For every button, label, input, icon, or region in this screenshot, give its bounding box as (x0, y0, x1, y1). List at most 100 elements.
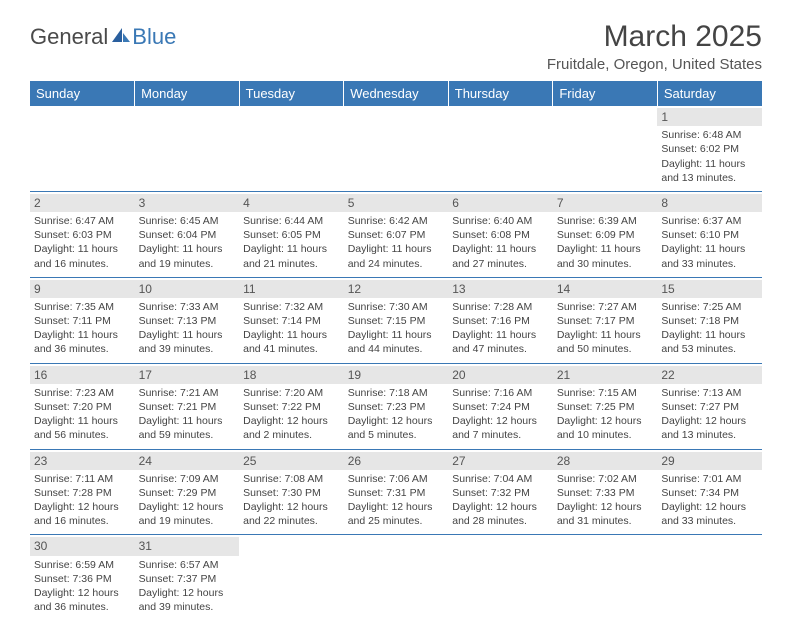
day-number: 26 (344, 452, 449, 470)
day-header: Monday (135, 81, 240, 106)
calendar-day-cell (239, 106, 344, 191)
daylight-line: Daylight: 12 hours and 19 minutes. (139, 500, 236, 528)
calendar-week-row: 1Sunrise: 6:48 AMSunset: 6:02 PMDaylight… (30, 106, 762, 191)
daylight-line: Daylight: 11 hours and 30 minutes. (557, 242, 654, 270)
day-number: 29 (657, 452, 762, 470)
daylight-line: Daylight: 11 hours and 39 minutes. (139, 328, 236, 356)
daylight-line: Daylight: 12 hours and 36 minutes. (34, 586, 131, 614)
daylight-line: Daylight: 11 hours and 27 minutes. (452, 242, 549, 270)
daylight-line: Daylight: 11 hours and 56 minutes. (34, 414, 131, 442)
daylight-line: Daylight: 12 hours and 39 minutes. (139, 586, 236, 614)
calendar-day-cell (135, 106, 240, 191)
sunrise-line: Sunrise: 6:40 AM (452, 214, 549, 228)
sunset-line: Sunset: 7:20 PM (34, 400, 131, 414)
title-block: March 2025 Fruitdale, Oregon, United Sta… (547, 20, 762, 73)
calendar-day-cell: 20Sunrise: 7:16 AMSunset: 7:24 PMDayligh… (448, 363, 553, 449)
calendar-table: SundayMondayTuesdayWednesdayThursdayFrid… (30, 81, 762, 620)
day-number: 31 (135, 537, 240, 555)
day-number: 23 (30, 452, 135, 470)
daylight-line: Daylight: 11 hours and 13 minutes. (661, 157, 758, 185)
daylight-line: Daylight: 11 hours and 44 minutes. (348, 328, 445, 356)
daylight-line: Daylight: 11 hours and 36 minutes. (34, 328, 131, 356)
calendar-day-cell: 3Sunrise: 6:45 AMSunset: 6:04 PMDaylight… (135, 191, 240, 277)
calendar-day-cell: 30Sunrise: 6:59 AMSunset: 7:36 PMDayligh… (30, 535, 135, 620)
day-header: Thursday (448, 81, 553, 106)
day-number: 11 (239, 280, 344, 298)
day-header: Friday (553, 81, 658, 106)
calendar-day-cell: 7Sunrise: 6:39 AMSunset: 6:09 PMDaylight… (553, 191, 658, 277)
daylight-line: Daylight: 11 hours and 41 minutes. (243, 328, 340, 356)
sunrise-line: Sunrise: 7:21 AM (139, 386, 236, 400)
sunrise-line: Sunrise: 7:02 AM (557, 472, 654, 486)
calendar-day-cell: 8Sunrise: 6:37 AMSunset: 6:10 PMDaylight… (657, 191, 762, 277)
calendar-day-cell: 5Sunrise: 6:42 AMSunset: 6:07 PMDaylight… (344, 191, 449, 277)
calendar-day-cell (553, 535, 658, 620)
sunrise-line: Sunrise: 6:37 AM (661, 214, 758, 228)
sail-icon (110, 26, 132, 49)
sunset-line: Sunset: 7:11 PM (34, 314, 131, 328)
sunset-line: Sunset: 7:29 PM (139, 486, 236, 500)
calendar-day-cell: 13Sunrise: 7:28 AMSunset: 7:16 PMDayligh… (448, 277, 553, 363)
day-number: 12 (344, 280, 449, 298)
calendar-day-cell: 9Sunrise: 7:35 AMSunset: 7:11 PMDaylight… (30, 277, 135, 363)
day-number: 16 (30, 366, 135, 384)
calendar-day-cell: 17Sunrise: 7:21 AMSunset: 7:21 PMDayligh… (135, 363, 240, 449)
sunset-line: Sunset: 7:17 PM (557, 314, 654, 328)
day-number: 8 (657, 194, 762, 212)
day-header: Wednesday (344, 81, 449, 106)
calendar-day-cell (344, 535, 449, 620)
day-number: 14 (553, 280, 658, 298)
sunset-line: Sunset: 7:15 PM (348, 314, 445, 328)
logo: General Blue (30, 24, 176, 50)
calendar-header-row: SundayMondayTuesdayWednesdayThursdayFrid… (30, 81, 762, 106)
sunrise-line: Sunrise: 7:23 AM (34, 386, 131, 400)
sunrise-line: Sunrise: 6:48 AM (661, 128, 758, 142)
sunrise-line: Sunrise: 6:44 AM (243, 214, 340, 228)
day-number: 1 (657, 108, 762, 126)
sunset-line: Sunset: 7:32 PM (452, 486, 549, 500)
sunrise-line: Sunrise: 7:30 AM (348, 300, 445, 314)
logo-text-part2: Blue (132, 24, 176, 50)
daylight-line: Daylight: 11 hours and 16 minutes. (34, 242, 131, 270)
day-number: 13 (448, 280, 553, 298)
daylight-line: Daylight: 12 hours and 25 minutes. (348, 500, 445, 528)
day-number: 25 (239, 452, 344, 470)
sunrise-line: Sunrise: 6:57 AM (139, 558, 236, 572)
sunrise-line: Sunrise: 7:27 AM (557, 300, 654, 314)
sunrise-line: Sunrise: 7:15 AM (557, 386, 654, 400)
calendar-day-cell: 25Sunrise: 7:08 AMSunset: 7:30 PMDayligh… (239, 449, 344, 535)
day-number: 15 (657, 280, 762, 298)
sunset-line: Sunset: 7:24 PM (452, 400, 549, 414)
daylight-line: Daylight: 12 hours and 16 minutes. (34, 500, 131, 528)
calendar-day-cell: 6Sunrise: 6:40 AMSunset: 6:08 PMDaylight… (448, 191, 553, 277)
calendar-day-cell: 18Sunrise: 7:20 AMSunset: 7:22 PMDayligh… (239, 363, 344, 449)
sunrise-line: Sunrise: 6:45 AM (139, 214, 236, 228)
daylight-line: Daylight: 11 hours and 21 minutes. (243, 242, 340, 270)
sunrise-line: Sunrise: 7:20 AM (243, 386, 340, 400)
sunrise-line: Sunrise: 7:32 AM (243, 300, 340, 314)
sunset-line: Sunset: 7:18 PM (661, 314, 758, 328)
sunrise-line: Sunrise: 6:39 AM (557, 214, 654, 228)
daylight-line: Daylight: 11 hours and 53 minutes. (661, 328, 758, 356)
sunrise-line: Sunrise: 7:09 AM (139, 472, 236, 486)
sunset-line: Sunset: 6:04 PM (139, 228, 236, 242)
calendar-day-cell: 26Sunrise: 7:06 AMSunset: 7:31 PMDayligh… (344, 449, 449, 535)
calendar-day-cell: 12 Sunrise: 7:30 AMSunset: 7:15 PMDayligh… (344, 277, 449, 363)
page-subtitle: Fruitdale, Oregon, United States (547, 56, 762, 73)
day-number: 9 (30, 280, 135, 298)
daylight-line: Daylight: 12 hours and 10 minutes. (557, 414, 654, 442)
daylight-line: Daylight: 12 hours and 22 minutes. (243, 500, 340, 528)
sunrise-line: Sunrise: 6:42 AM (348, 214, 445, 228)
sunset-line: Sunset: 6:05 PM (243, 228, 340, 242)
sunrise-line: Sunrise: 6:59 AM (34, 558, 131, 572)
daylight-line: Daylight: 11 hours and 47 minutes. (452, 328, 549, 356)
sunrise-line: Sunrise: 7:25 AM (661, 300, 758, 314)
daylight-line: Daylight: 12 hours and 31 minutes. (557, 500, 654, 528)
day-number: 18 (239, 366, 344, 384)
day-number: 24 (135, 452, 240, 470)
sunset-line: Sunset: 7:14 PM (243, 314, 340, 328)
day-number: 22 (657, 366, 762, 384)
day-number: 28 (553, 452, 658, 470)
day-number: 20 (448, 366, 553, 384)
calendar-day-cell: 28Sunrise: 7:02 AMSunset: 7:33 PMDayligh… (553, 449, 658, 535)
